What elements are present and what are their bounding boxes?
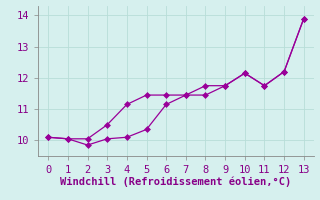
X-axis label: Windchill (Refroidissement éolien,°C): Windchill (Refroidissement éolien,°C) bbox=[60, 176, 292, 187]
